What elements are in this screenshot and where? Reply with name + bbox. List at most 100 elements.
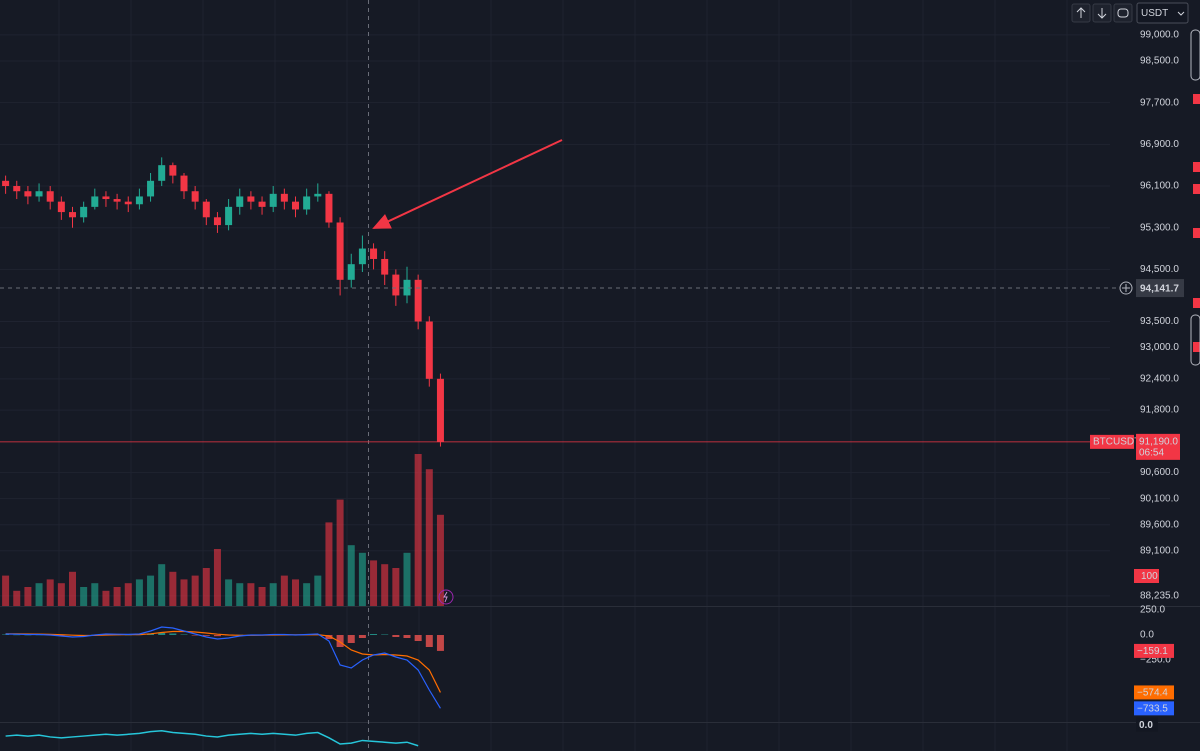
macd-histogram-bar	[213, 635, 221, 637]
candle-body	[91, 196, 99, 207]
macd-histogram-bar	[158, 633, 166, 635]
currency-dropdown[interactable]	[1136, 2, 1189, 24]
indicator-badge	[1134, 685, 1174, 700]
y-tick-label: 98,500.0	[1140, 56, 1179, 67]
edge-marker	[1193, 228, 1200, 238]
macd-histogram-bar	[436, 635, 444, 651]
macd-histogram-bar	[325, 635, 333, 639]
edge-scroll[interactable]	[1190, 314, 1200, 366]
volume-bar	[213, 549, 221, 606]
macd-histogram-bar	[2, 634, 10, 635]
volume-bar	[169, 571, 177, 606]
indicator-badge-label: −159.1	[1137, 646, 1168, 657]
candle-body	[102, 196, 110, 200]
macd-histogram-bar	[347, 635, 355, 643]
volume-bar	[280, 575, 288, 606]
edge-markers	[1190, 29, 1200, 366]
volume-bar	[191, 575, 199, 606]
volume-bar	[147, 575, 155, 606]
candle-body	[303, 196, 311, 210]
candle-body	[381, 258, 389, 275]
candle-body	[35, 191, 43, 197]
volume-bar	[303, 583, 311, 606]
y-tick-label: 93,000.0	[1140, 342, 1179, 353]
volume-bar	[57, 583, 65, 606]
volume-badge	[1134, 569, 1159, 583]
macd-histogram-bar	[147, 634, 155, 635]
countdown-label: 06:54	[1139, 448, 1164, 459]
candle-body	[280, 193, 288, 202]
macd-histogram-bar	[414, 635, 422, 641]
macd-histogram-bar	[358, 635, 366, 638]
volume-bar	[347, 545, 355, 606]
crosshair-price: 94,141.7	[1140, 284, 1179, 295]
volume-bar	[403, 552, 411, 606]
candle-body	[336, 222, 344, 280]
grid	[0, 0, 1110, 751]
volume-bar	[247, 583, 255, 606]
y-tick-label: 90,600.0	[1140, 467, 1179, 478]
macd-histogram-bar	[425, 635, 433, 647]
volume-bar	[91, 583, 99, 606]
oscillator-badge	[1136, 717, 1158, 732]
macd-histogram-bar	[336, 635, 344, 647]
y-tick-label: 91,800.0	[1140, 405, 1179, 416]
volume-bar	[225, 579, 233, 606]
candle-body	[124, 201, 132, 205]
volume-bar	[80, 587, 88, 606]
alert-icon[interactable]	[438, 589, 454, 605]
volume-bar	[113, 587, 121, 606]
candle-body	[147, 180, 155, 197]
candle-body	[69, 212, 76, 218]
candle-body	[158, 165, 166, 181]
volume-bar	[381, 564, 389, 606]
reset-button[interactable]	[1113, 3, 1133, 23]
y-tick-label: 250.0	[1140, 605, 1165, 616]
macd-histogram-bar	[392, 635, 400, 637]
candle-body	[46, 191, 54, 202]
edge-marker	[1193, 162, 1200, 172]
y-tick-label: 96,100.0	[1140, 181, 1179, 192]
volume-bar	[202, 568, 210, 606]
candle-body	[113, 199, 121, 202]
macd-histogram-bar	[180, 634, 188, 635]
volume-bar	[46, 579, 54, 606]
volume-bar	[135, 579, 143, 606]
volume-bar	[314, 575, 322, 606]
volume-bar	[269, 583, 277, 606]
macd-line	[5, 626, 441, 709]
volume-bar	[158, 564, 166, 606]
volume-bar	[425, 469, 433, 606]
y-tick-label: 95,300.0	[1140, 222, 1179, 233]
down-icon	[1097, 8, 1107, 19]
reset-icon	[1117, 8, 1129, 18]
candle-body	[57, 201, 65, 213]
candle-body	[392, 274, 400, 296]
volume-bar	[124, 583, 132, 606]
candle-body	[135, 196, 143, 205]
volume-bar	[2, 575, 10, 606]
edge-scroll[interactable]	[1190, 29, 1200, 81]
y-tick-label: 93,500.0	[1140, 316, 1179, 327]
candle-body	[236, 196, 244, 207]
candle-body	[180, 175, 188, 192]
y-tick-label: 99,000.0	[1140, 30, 1179, 41]
candle-body	[403, 279, 411, 296]
y-tick-label: 92,400.0	[1140, 373, 1179, 384]
candle-body	[414, 279, 422, 322]
candle-body	[247, 196, 255, 202]
macd-histogram-bar	[403, 635, 411, 638]
symbol-label: BTCUSDT	[1093, 437, 1140, 448]
candle-body	[225, 206, 233, 226]
volume-bar	[102, 590, 110, 606]
candle-body	[292, 201, 299, 210]
crosshair-add-button[interactable]	[1119, 281, 1133, 295]
candle-body	[202, 201, 210, 218]
y-tick-label: 89,100.0	[1140, 545, 1179, 556]
candle-body	[13, 186, 21, 192]
indicator-badge	[1134, 643, 1174, 658]
macd-histogram-bar	[169, 633, 177, 635]
